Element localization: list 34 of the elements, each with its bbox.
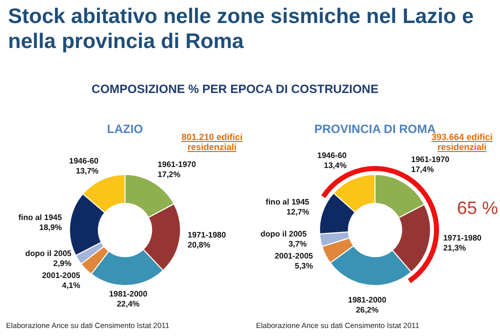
- slice-label: 1971-1980: [443, 233, 482, 242]
- slice-label: 2001-2005: [274, 252, 314, 261]
- text: 801.210 edifici residenziali: [180, 132, 244, 152]
- slice-label: 1961-1970: [158, 160, 196, 169]
- slice-label: 1981-2000: [109, 290, 148, 299]
- slice-label: 1981-2000: [348, 295, 387, 304]
- data-label: 20,8%: [188, 240, 210, 250]
- data-label: 13,4%: [324, 160, 347, 170]
- text: 65 %: [456, 198, 498, 219]
- data-label: 22,4%: [116, 300, 140, 309]
- data-label: 12,7%: [286, 208, 310, 217]
- data-label: 13,7%: [76, 166, 99, 176]
- slice-label: fino al 1945: [18, 212, 62, 222]
- data-label: 26,2%: [356, 305, 378, 314]
- slice-label: 2001-2005: [42, 271, 81, 280]
- data-label: 2,9%: [53, 259, 72, 268]
- slice-label: fino al 1945: [266, 198, 310, 207]
- slice-label: 1946-60: [69, 156, 100, 166]
- data-label: 21,3%: [443, 243, 466, 252]
- slice-label: dopo il 2005: [25, 249, 72, 258]
- slice-label: 1971-1980: [188, 230, 226, 240]
- slice-label: 1961-1970: [411, 154, 450, 164]
- data-label: 17,4%: [411, 164, 434, 174]
- slice-label: dopo il 2005: [260, 230, 308, 239]
- data-label: 5,3%: [294, 262, 313, 271]
- data-label: 17,2%: [158, 170, 180, 179]
- text: COMPOSIZIONE % PER EPOCA DI COSTRUZIONE: [90, 82, 380, 96]
- text: 393.664 edifici residenziali: [431, 132, 494, 152]
- slice-label: 1946-60: [317, 150, 348, 160]
- data-label: 3,7%: [288, 240, 307, 249]
- text: Stock abitativo nelle zone sismiche nel Lazio e nella provincia di Roma: [8, 4, 475, 54]
- chart-title: LAZIO: [107, 122, 143, 136]
- data-label: 18,9%: [39, 222, 62, 232]
- data-label: 4,1%: [62, 281, 80, 290]
